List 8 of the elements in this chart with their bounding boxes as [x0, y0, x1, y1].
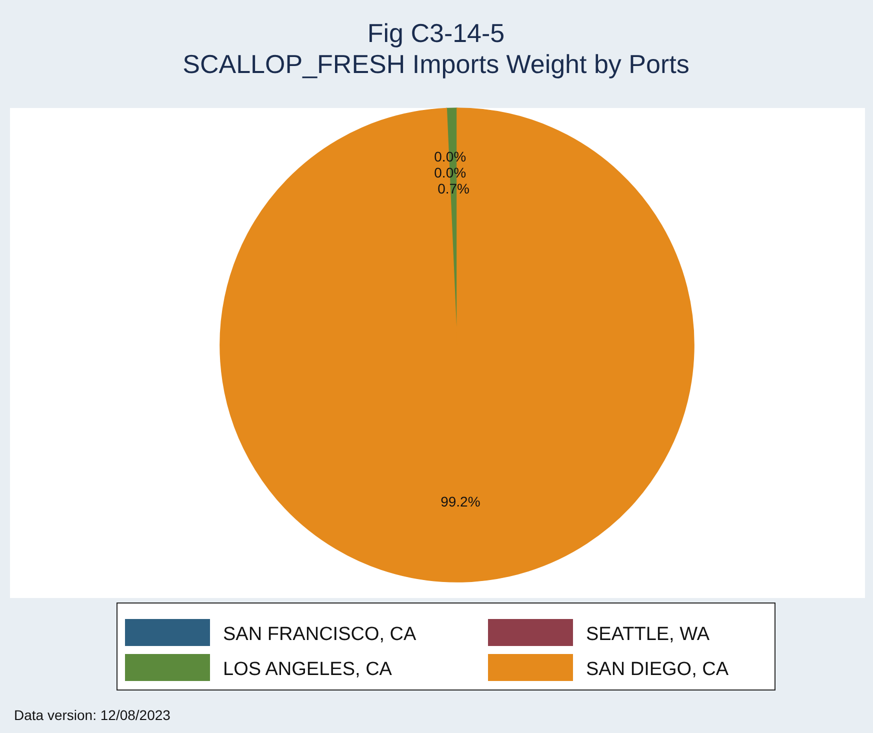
text: Data version: 12/08/2023 — [14, 707, 171, 723]
legend-label: SAN DIEGO, CA — [586, 659, 729, 680]
pie-slice — [220, 108, 694, 582]
legend-label: LOS ANGELES, CA — [223, 659, 392, 680]
chart-title: Fig C3-14-5 SCALLOP_FRESH Imports Weight by Ports — [182, 18, 690, 79]
data-label: 99.2% — [440, 493, 480, 510]
legend-label: SAN FRANCISCO, CA — [223, 624, 417, 645]
legend-label: SEATTLE, WA — [586, 624, 710, 645]
